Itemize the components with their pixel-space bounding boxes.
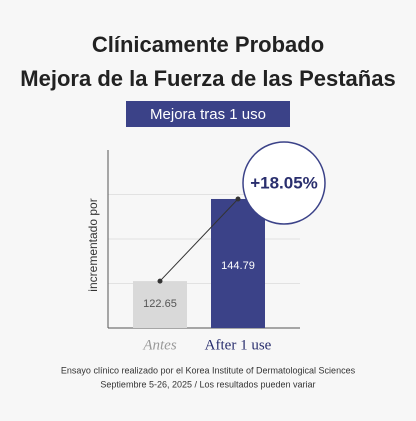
x-tick-label: After 1 use bbox=[205, 337, 272, 353]
chart-title: Clínicamente Probado bbox=[92, 32, 324, 57]
value-label: 144.79 bbox=[221, 260, 255, 272]
annotation-circle bbox=[242, 141, 326, 225]
connector bbox=[159, 198, 239, 282]
footnote: Ensayo clínico realizado por el Korea In… bbox=[61, 365, 356, 375]
annotation: +18.05% bbox=[250, 173, 318, 192]
x-tick-label: Antes bbox=[142, 337, 176, 353]
subtitle-badge bbox=[126, 101, 290, 127]
value-label: 122.65 bbox=[143, 298, 177, 310]
connector-dot bbox=[235, 196, 241, 202]
y-axis-label: incrementado por bbox=[86, 198, 100, 291]
subtitle: Mejora tras 1 uso bbox=[150, 106, 266, 123]
bar bbox=[211, 198, 265, 328]
chart-title: Mejora de la Fuerza de las Pestañas bbox=[20, 66, 395, 91]
bar bbox=[133, 281, 187, 328]
footnote: Septiembre 5-26, 2025 / Los resultados p… bbox=[100, 379, 315, 389]
connector-dot bbox=[157, 278, 163, 284]
